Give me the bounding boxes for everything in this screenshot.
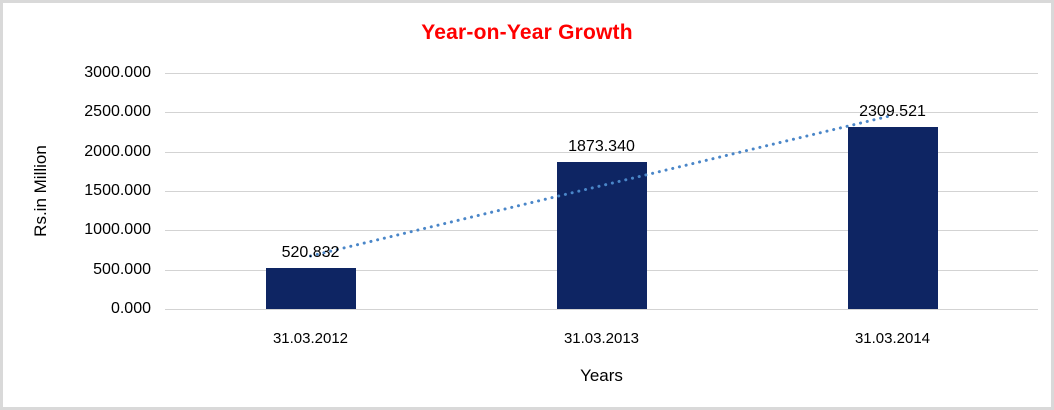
- bar-value-label: 520.832: [281, 244, 340, 262]
- y-tick-label: 3000.000: [84, 64, 151, 81]
- y-tick-label: 500.000: [93, 260, 151, 278]
- y-tick-label: 0.000: [110, 300, 151, 317]
- bar-value-label: 2309.521: [859, 103, 926, 121]
- gridline: [165, 112, 1038, 114]
- x-axis-title: Years: [580, 366, 623, 385]
- y-tick-label: 1500.000: [84, 182, 151, 199]
- bar-31.03.2013: [556, 161, 647, 309]
- bar-31.03.2012: [265, 268, 356, 309]
- x-tick-label: 31.03.2012: [272, 330, 349, 347]
- bar-31.03.2014: [847, 127, 938, 309]
- x-tick-label: 31.03.2014: [854, 330, 931, 347]
- gridline: [165, 309, 1038, 310]
- y-tick-label: 2000.000: [84, 142, 151, 160]
- bar-value-label: 1873.340: [568, 137, 635, 155]
- x-tick-label: 31.03.2013: [563, 330, 640, 347]
- chart-title: Year-on-Year Growth: [421, 21, 633, 44]
- y-tick-label: 1000.000: [84, 221, 151, 239]
- y-tick-label: 2500.000: [84, 103, 151, 121]
- gridline: [165, 73, 1038, 74]
